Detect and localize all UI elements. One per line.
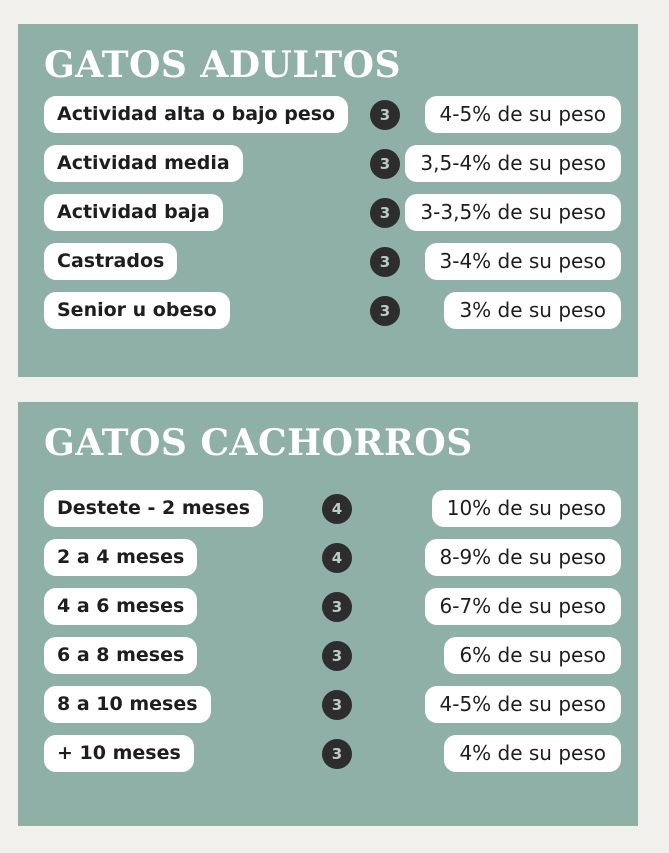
- row-value-pill: 3-4% de su peso: [424, 243, 621, 281]
- row-label-pill: Senior u obeso: [44, 292, 230, 330]
- row-value-pill: 3,5-4% de su peso: [405, 145, 621, 183]
- row-value-pill: 4% de su peso: [444, 735, 621, 773]
- meals-count-badge: 4: [322, 493, 352, 524]
- row-value-pill: 10% de su peso: [431, 490, 621, 528]
- meals-count-badge: 3: [370, 197, 400, 228]
- meals-count-badge: 3: [370, 99, 400, 130]
- meals-count-badge: 3: [322, 640, 352, 671]
- section-rows: Actividad alta o bajo peso 3 4-5% de su …: [44, 96, 621, 330]
- meals-count-badge: 3: [370, 295, 400, 326]
- section-gatos-adultos: GATOS ADULTOS Actividad alta o bajo peso…: [18, 24, 638, 377]
- row-label-pill: 8 a 10 meses: [44, 686, 211, 724]
- row-label-pill: + 10 meses: [44, 735, 194, 773]
- table-row: Destete - 2 meses 4 10% de su peso: [44, 490, 621, 528]
- table-row: Castrados 3 3-4% de su peso: [44, 243, 621, 281]
- meals-count-badge: 3: [322, 689, 352, 720]
- cat-feeding-infographic: GATOS ADULTOS Actividad alta o bajo peso…: [0, 24, 669, 853]
- meals-count-badge: 3: [370, 246, 400, 277]
- section-title: GATOS CACHORROS: [44, 422, 473, 464]
- sections-container: GATOS ADULTOS Actividad alta o bajo peso…: [0, 24, 669, 826]
- table-row: Actividad baja 3 3-3,5% de su peso: [44, 194, 621, 232]
- row-label-pill: Actividad media: [44, 145, 243, 183]
- section-rows: Destete - 2 meses 4 10% de su peso 2 a 4…: [44, 490, 621, 773]
- row-value-pill: 3-3,5% de su peso: [405, 194, 621, 232]
- row-label-pill: Destete - 2 meses: [44, 490, 264, 528]
- row-value-pill: 4-5% de su peso: [424, 686, 621, 724]
- table-row: Actividad alta o bajo peso 3 4-5% de su …: [44, 96, 621, 134]
- table-row: + 10 meses 3 4% de su peso: [44, 735, 621, 773]
- row-label-pill: 2 a 4 meses: [44, 539, 198, 577]
- row-label-pill: 6 a 8 meses: [44, 637, 198, 675]
- row-value-pill: 8-9% de su peso: [424, 539, 621, 577]
- row-value-pill: 3% de su peso: [444, 292, 621, 330]
- table-row: 2 a 4 meses 4 8-9% de su peso: [44, 539, 621, 577]
- table-row: Senior u obeso 3 3% de su peso: [44, 292, 621, 330]
- row-label-pill: Castrados: [44, 243, 178, 281]
- table-row: 6 a 8 meses 3 6% de su peso: [44, 637, 621, 675]
- row-value-pill: 6-7% de su peso: [424, 588, 621, 626]
- row-label-pill: Actividad baja: [44, 194, 223, 232]
- meals-count-badge: 4: [322, 542, 352, 573]
- row-value-pill: 4-5% de su peso: [424, 96, 621, 134]
- section-gatos-cachorros: GATOS CACHORROS Destete - 2 meses 4 10% …: [18, 402, 638, 826]
- table-row: Actividad media 3 3,5-4% de su peso: [44, 145, 621, 183]
- meals-count-badge: 3: [322, 738, 352, 769]
- section-title: GATOS ADULTOS: [44, 44, 401, 86]
- table-row: 8 a 10 meses 3 4-5% de su peso: [44, 686, 621, 724]
- row-label-pill: 4 a 6 meses: [44, 588, 198, 626]
- meals-count-badge: 3: [322, 591, 352, 622]
- row-value-pill: 6% de su peso: [444, 637, 621, 675]
- table-row: 4 a 6 meses 3 6-7% de su peso: [44, 588, 621, 626]
- row-label-pill: Actividad alta o bajo peso: [44, 96, 349, 134]
- meals-count-badge: 3: [370, 148, 400, 179]
